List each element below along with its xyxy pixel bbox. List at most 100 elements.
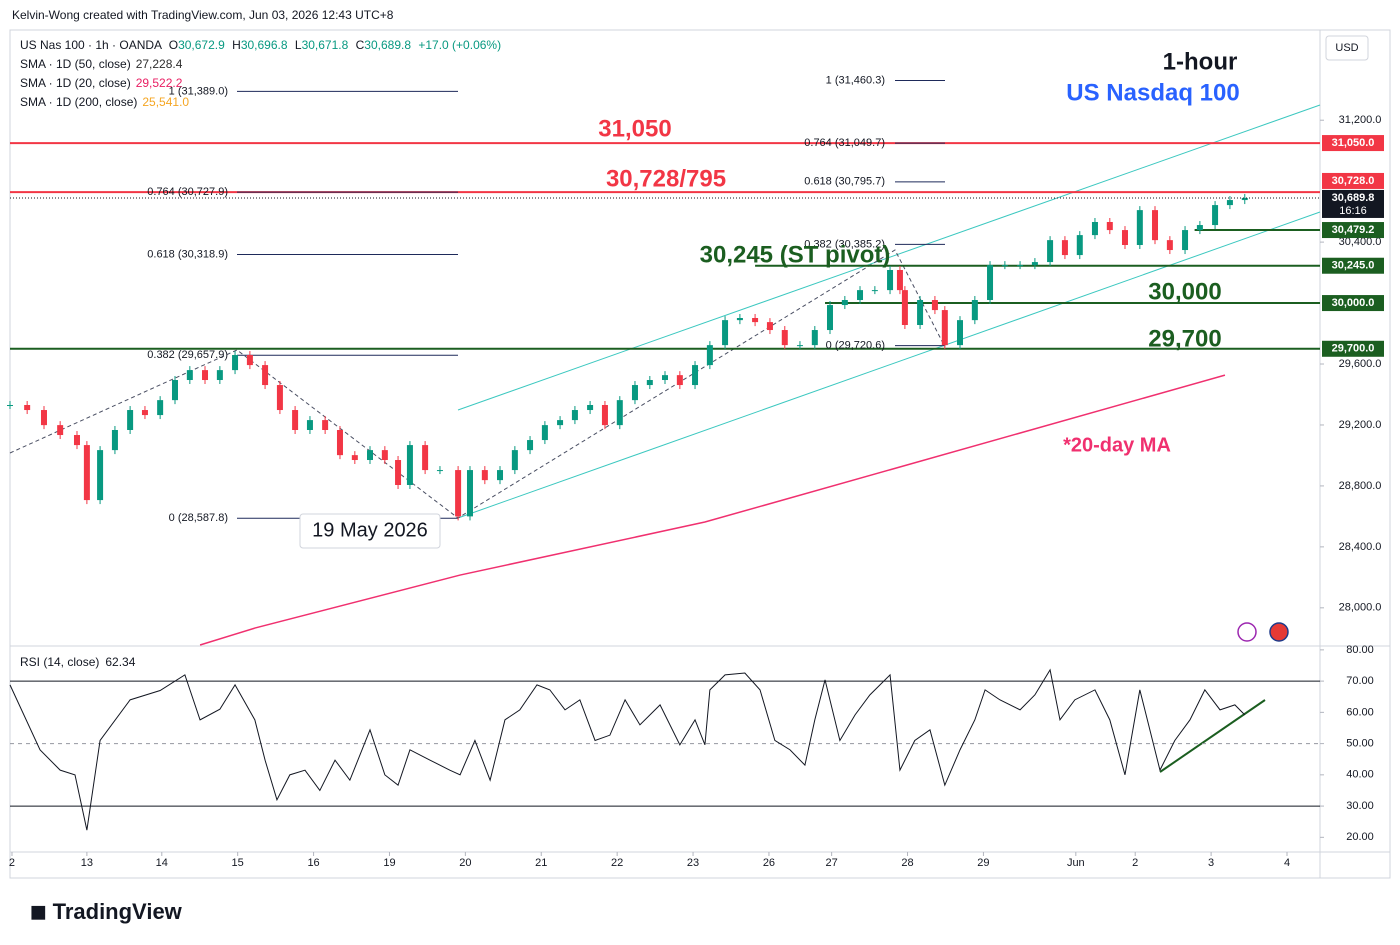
fib-label: 0.382 (29,657.9) (147, 349, 228, 361)
ohlc-key: C (356, 38, 365, 52)
candle (455, 470, 462, 517)
candle (527, 440, 534, 451)
annotation: 31,050 (598, 115, 671, 142)
y-tick-label: 29,200.0 (1339, 419, 1382, 431)
price-tag-label: 30,479.2 (1332, 224, 1375, 236)
price-tag (1322, 257, 1384, 274)
x-tick-label: 23 (687, 857, 699, 869)
price-tag (1322, 340, 1384, 357)
x-tick-label: 22 (611, 857, 623, 869)
indicator-value: 29,522.2 (136, 76, 183, 90)
candle (73, 435, 80, 446)
fib-label: 0.382 (30,385.2) (804, 238, 885, 250)
x-tick-label: 28 (901, 857, 913, 869)
currency-box[interactable] (1325, 35, 1369, 61)
brand: ◼ TradingView (30, 899, 183, 924)
chart-title: 1-hour (1163, 48, 1238, 75)
x-tick-label: 29 (977, 857, 989, 869)
candle (232, 355, 239, 371)
fib-label: 0 (28,587.8) (169, 512, 228, 524)
rsi-trendline (1159, 699, 1266, 773)
candle (766, 322, 773, 331)
candle (1047, 240, 1054, 263)
fib-label: 0.764 (31,049.7) (804, 137, 885, 149)
indicator-legend: SMA · 1D (20, close) 29,522.2 (20, 76, 183, 90)
flag-icon[interactable] (1269, 622, 1289, 642)
x-tick-label: 21 (535, 857, 547, 869)
candle (1091, 221, 1098, 236)
candle (1061, 240, 1068, 256)
candle (171, 380, 178, 401)
price-tag-label: 31,050.0 (1332, 137, 1375, 149)
candle (246, 355, 253, 366)
indicator-name: SMA · 1D (50, close) (20, 57, 131, 71)
fib-label: 1 (31,389.0) (169, 85, 228, 97)
candle (781, 330, 788, 346)
candle (541, 425, 548, 441)
alert-icon[interactable] (1237, 622, 1257, 642)
y-tick-label: 31,200.0 (1339, 114, 1382, 126)
candle (57, 425, 64, 436)
ohlc-key: L (295, 38, 302, 52)
candle (1212, 205, 1219, 226)
current-price-tag (1322, 189, 1384, 218)
candle (157, 400, 164, 416)
annotation: 30,000 (1148, 278, 1221, 305)
y-tick-label: 50.00 (1346, 738, 1374, 750)
fib-label: 0.764 (30,727.9) (147, 186, 228, 198)
y-tick-label: 28,400.0 (1339, 541, 1382, 553)
legend-line: US Nas 100 · 1h · OANDA O30,672.9 H30,69… (20, 38, 501, 52)
candle (24, 405, 31, 411)
candle (97, 450, 104, 501)
candle (941, 310, 948, 346)
price-tag (1322, 135, 1384, 152)
candle (1196, 225, 1203, 231)
indicator-legend: SMA · 1D (50, close) 27,228.4 (20, 57, 183, 71)
candle (826, 305, 833, 331)
ohlc-value: 30,696.8 (241, 38, 288, 52)
candle (7, 405, 13, 407)
frame (9, 29, 1391, 879)
indicator-name: SMA · 1D (200, close) (20, 95, 137, 109)
candle (466, 470, 473, 517)
x-tick-label: 16 (307, 857, 319, 869)
x-tick-label: 2 (9, 857, 15, 869)
candle (497, 470, 504, 481)
candle (381, 450, 388, 461)
candle (631, 385, 638, 401)
y-tick-label: 20.00 (1346, 831, 1374, 843)
indicator-legend: SMA · 1D (200, close) 25,541.0 (20, 95, 189, 109)
current-price-label: 30,689.8 (1332, 192, 1375, 204)
brand-mark: ◼ (30, 901, 47, 923)
y-tick-label: 30.00 (1346, 800, 1374, 812)
candle (262, 365, 269, 386)
candle (601, 405, 608, 426)
countdown: 16:16 (1339, 205, 1367, 217)
candle (752, 317, 759, 323)
candle (736, 317, 743, 321)
x-tick-label: 26 (763, 857, 775, 869)
candle (1031, 262, 1038, 266)
indicator-value: 27,228.4 (136, 57, 183, 71)
candle (796, 345, 803, 347)
candle (692, 365, 699, 386)
candle (351, 455, 358, 461)
candle (1226, 200, 1233, 206)
channel-lower (457, 211, 1321, 519)
x-tick-label: 2 (1132, 857, 1138, 869)
candle (956, 320, 963, 346)
candle (276, 385, 283, 411)
candle (931, 300, 938, 311)
legend: US Nas 100 · 1h · OANDA O30,672.9 H30,69… (20, 38, 501, 109)
candle (1182, 230, 1189, 251)
price-tag-label: 30,728.0 (1332, 175, 1375, 187)
change: +17.0 (+0.06%) (418, 38, 501, 52)
candle (1152, 210, 1159, 241)
candle (422, 445, 429, 471)
candle (436, 470, 443, 472)
y-tick-label: 40.00 (1346, 769, 1374, 781)
price-tag-label: 30,000.0 (1332, 297, 1375, 309)
indicator-name: SMA · 1D (20, close) (20, 76, 131, 90)
